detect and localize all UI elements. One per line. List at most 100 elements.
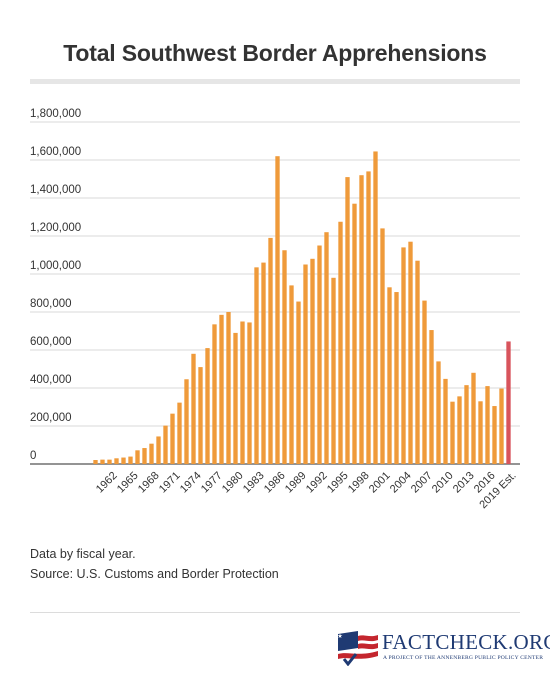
bar-1989: [296, 301, 301, 464]
logo-subtitle: A PROJECT OF THE ANNENBERG PUBLIC POLICY…: [383, 655, 544, 661]
bar-1969: [156, 436, 161, 464]
x-tick-label: 1974: [178, 470, 204, 496]
bar-1995: [338, 221, 343, 464]
y-tick-label: 1,400,000: [30, 184, 81, 196]
x-axis-labels: 1962196519681971197419771980198319861989…: [94, 470, 519, 511]
y-tick-label: 200,000: [30, 412, 72, 424]
y-tick-label: 1,600,000: [30, 146, 81, 158]
x-tick-label: 1995: [325, 470, 351, 496]
bar-2002: [387, 287, 392, 464]
bar-1965: [128, 456, 133, 464]
bar-1992: [317, 245, 322, 464]
x-tick-label: 2004: [388, 470, 414, 496]
bar-chart: 0 200,000 400,000 600,000 800,000 1,000,000 1,…: [30, 108, 520, 511]
x-tick-label: 2010: [430, 470, 456, 496]
bar-2010: [443, 378, 448, 464]
x-tick-label: 1962: [94, 470, 120, 496]
bar-1985: [268, 237, 273, 464]
bar-2004: [401, 247, 406, 464]
title-divider: [30, 79, 520, 84]
bar-1968: [149, 443, 154, 464]
x-tick-label: 1980: [220, 470, 246, 496]
bar-2019-est.: [506, 341, 511, 464]
bar-1981: [240, 321, 245, 464]
bar-1978: [219, 314, 224, 464]
bar-1997: [352, 203, 357, 464]
footer-divider: [30, 612, 520, 613]
bar-2013: [464, 385, 469, 464]
x-tick-label: 1965: [115, 470, 141, 496]
bar-2012: [457, 396, 462, 464]
factcheck-logo[interactable]: FACTCHECK.ORG A PROJECT OF THE ANNENBERG…: [334, 628, 550, 668]
y-tick-label: 0: [30, 450, 36, 462]
bar-2017: [492, 406, 497, 464]
bar-1998: [359, 175, 364, 464]
bar-1961: [100, 459, 105, 464]
bar-1967: [142, 448, 147, 464]
bar-1987: [282, 250, 287, 464]
y-axis-labels: 0 200,000 400,000 600,000 800,000 1,000,000 1,…: [30, 108, 81, 462]
bar-1974: [191, 353, 196, 464]
x-tick-label: 2001: [367, 470, 393, 496]
bar-2000: [373, 151, 378, 464]
x-tick-label: 1977: [199, 470, 225, 496]
flag-mark-icon: [337, 631, 378, 666]
source-note: Source: U.S. Customs and Border Protecti…: [30, 567, 279, 581]
bar-1990: [303, 264, 308, 464]
y-tick-label: 600,000: [30, 336, 72, 348]
bar-2008: [429, 330, 434, 464]
bar-2018: [499, 388, 504, 464]
bar-1999: [366, 171, 371, 464]
fiscal-year-note: Data by fiscal year.: [30, 547, 136, 561]
x-tick-label: 1986: [262, 470, 288, 496]
bar-2003: [394, 292, 399, 464]
y-tick-label: 1,800,000: [30, 108, 81, 120]
bar-1986: [275, 156, 280, 464]
bar-1988: [289, 285, 294, 464]
chart-title: Total Southwest Border Apprehensions: [63, 40, 487, 66]
bar-1962: [107, 459, 112, 464]
x-tick-label: 2013: [451, 470, 477, 496]
bar-1976: [205, 348, 210, 464]
bar-1971: [170, 413, 175, 464]
bars: [93, 151, 511, 464]
bar-1973: [184, 379, 189, 464]
x-tick-label: 1998: [346, 470, 372, 496]
bar-1984: [261, 262, 266, 464]
gridlines: [30, 121, 520, 465]
bar-1970: [163, 425, 168, 464]
y-tick-label: 1,200,000: [30, 222, 81, 234]
bar-1991: [310, 258, 315, 464]
bar-2016: [485, 386, 490, 464]
bar-1975: [198, 367, 203, 464]
bar-1963: [114, 458, 119, 464]
bar-2005: [408, 241, 413, 464]
bar-1966: [135, 450, 140, 464]
y-tick-label: 1,000,000: [30, 260, 81, 272]
y-tick-label: 800,000: [30, 298, 72, 310]
bar-2009: [436, 361, 441, 464]
x-tick-label: 1968: [136, 470, 162, 496]
bar-2007: [422, 300, 427, 464]
bar-2014: [471, 372, 476, 464]
bar-1982: [247, 322, 252, 464]
bar-1979: [226, 312, 231, 464]
bar-1960: [93, 460, 98, 464]
x-tick-label: 1992: [304, 470, 330, 496]
logo-wordmark: FACTCHECK.ORG: [382, 630, 550, 654]
x-tick-label: 2007: [409, 470, 435, 496]
bar-1993: [324, 232, 329, 464]
bar-1994: [331, 277, 336, 464]
bar-2006: [415, 260, 420, 464]
bar-1977: [212, 324, 217, 464]
bar-2015: [478, 401, 483, 464]
bar-1964: [121, 457, 126, 464]
bar-2001: [380, 228, 385, 464]
bar-1980: [233, 332, 238, 464]
x-tick-label: 1983: [241, 470, 267, 496]
bar-1983: [254, 267, 259, 464]
bar-2011: [450, 401, 455, 464]
bar-1996: [345, 177, 350, 464]
x-tick-label: 1971: [157, 470, 183, 496]
x-tick-label: 1989: [283, 470, 309, 496]
